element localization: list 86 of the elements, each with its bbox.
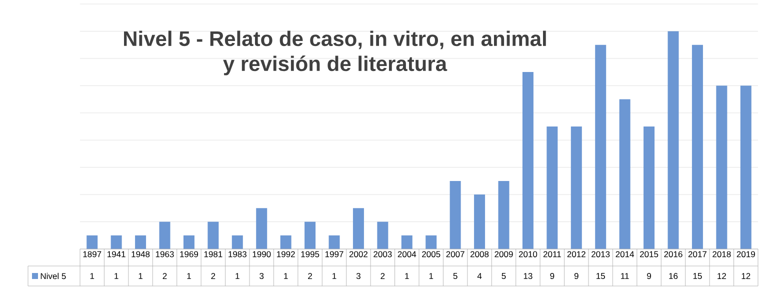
bar bbox=[401, 235, 412, 249]
data-label: 9 bbox=[574, 273, 578, 280]
data-label: 1 bbox=[284, 273, 288, 279]
data-label: 9 bbox=[550, 273, 554, 280]
bar bbox=[716, 86, 728, 249]
x-tick-label: 2013 bbox=[592, 251, 610, 258]
data-label: 4 bbox=[477, 273, 482, 279]
x-tick-label: 1963 bbox=[156, 251, 174, 258]
x-tick-label: 1983 bbox=[228, 251, 246, 258]
data-label: 1 bbox=[138, 273, 142, 279]
bar bbox=[522, 72, 534, 249]
data-label: 9 bbox=[647, 273, 651, 280]
bar bbox=[740, 86, 752, 249]
x-tick-label: 2003 bbox=[374, 251, 392, 258]
data-label: 1 bbox=[90, 273, 94, 279]
x-tick-label: 1995 bbox=[301, 251, 320, 258]
bar bbox=[159, 222, 170, 249]
x-tick-label: 2014 bbox=[616, 251, 634, 258]
bar bbox=[426, 235, 437, 249]
x-tick-label: 1969 bbox=[180, 251, 198, 258]
x-tick-label: 2005 bbox=[422, 251, 440, 258]
bar bbox=[644, 126, 655, 249]
bar bbox=[595, 44, 606, 249]
x-tick-label: 2009 bbox=[494, 251, 513, 258]
data-label: 15 bbox=[693, 273, 702, 279]
bar bbox=[183, 235, 194, 249]
x-tick-label: 2007 bbox=[446, 251, 464, 258]
bar bbox=[668, 31, 679, 249]
bar bbox=[110, 235, 122, 249]
data-label: 13 bbox=[524, 273, 532, 280]
data-label: 5 bbox=[502, 273, 506, 279]
x-tick-label: 2012 bbox=[567, 251, 586, 258]
x-tick-label: 2018 bbox=[712, 251, 731, 258]
data-label: 1 bbox=[405, 273, 409, 279]
x-tick-label: 2017 bbox=[688, 251, 706, 258]
data-label: 1 bbox=[187, 273, 191, 279]
x-tick-label: 2016 bbox=[664, 251, 682, 258]
x-tick-label: 1992 bbox=[277, 251, 295, 258]
bar bbox=[86, 235, 98, 249]
x-tick-label: 2010 bbox=[518, 251, 538, 258]
x-tick-label: 1948 bbox=[132, 251, 150, 258]
bar bbox=[256, 208, 268, 249]
data-label: 16 bbox=[669, 273, 678, 280]
x-tick-label: 1981 bbox=[204, 251, 222, 258]
data-label: 12 bbox=[742, 273, 750, 279]
data-label: 3 bbox=[260, 273, 264, 280]
bar bbox=[546, 126, 558, 249]
x-tick-label: 2015 bbox=[640, 251, 658, 258]
bar bbox=[280, 235, 292, 249]
data-label: 1 bbox=[332, 273, 336, 279]
x-tick-label: 1990 bbox=[252, 251, 271, 258]
bar bbox=[208, 222, 219, 249]
bar bbox=[304, 222, 316, 249]
bar bbox=[328, 235, 340, 249]
x-tick-label: 1897 bbox=[83, 251, 102, 258]
data-label: 5 bbox=[453, 273, 458, 279]
bar bbox=[450, 180, 461, 249]
x-tick-label: 1997 bbox=[325, 251, 344, 258]
bar bbox=[232, 235, 243, 249]
data-label: 12 bbox=[718, 273, 726, 279]
bar bbox=[619, 99, 630, 249]
data-label: 1 bbox=[429, 273, 434, 279]
data-label: 2 bbox=[308, 273, 312, 279]
bar bbox=[474, 194, 486, 249]
data-label: 1 bbox=[114, 273, 118, 279]
bar bbox=[570, 126, 582, 249]
data-label: 11 bbox=[621, 273, 629, 279]
bar bbox=[135, 235, 146, 249]
x-tick-label: 1941 bbox=[108, 251, 126, 258]
data-label: 1 bbox=[236, 273, 240, 279]
bar bbox=[498, 180, 510, 249]
data-label: 2 bbox=[380, 273, 385, 279]
x-tick-label: 2002 bbox=[349, 251, 368, 258]
bar bbox=[352, 208, 364, 249]
x-tick-label: 2008 bbox=[470, 251, 489, 258]
data-label: 2 bbox=[211, 273, 216, 279]
x-tick-label: 2011 bbox=[543, 251, 561, 258]
data-label: 2 bbox=[162, 273, 167, 279]
data-label: 15 bbox=[596, 273, 605, 279]
bar bbox=[692, 44, 703, 249]
x-tick-label: 2004 bbox=[398, 251, 416, 258]
text: Nivel 5 - Relato de caso, in vitro, en animal y revisión de literatura bbox=[124, 30, 546, 76]
legend-label: Nivel 5 bbox=[40, 272, 66, 280]
bar bbox=[377, 222, 388, 249]
data-label: 3 bbox=[356, 273, 360, 280]
x-tick-label: 2019 bbox=[736, 251, 755, 258]
